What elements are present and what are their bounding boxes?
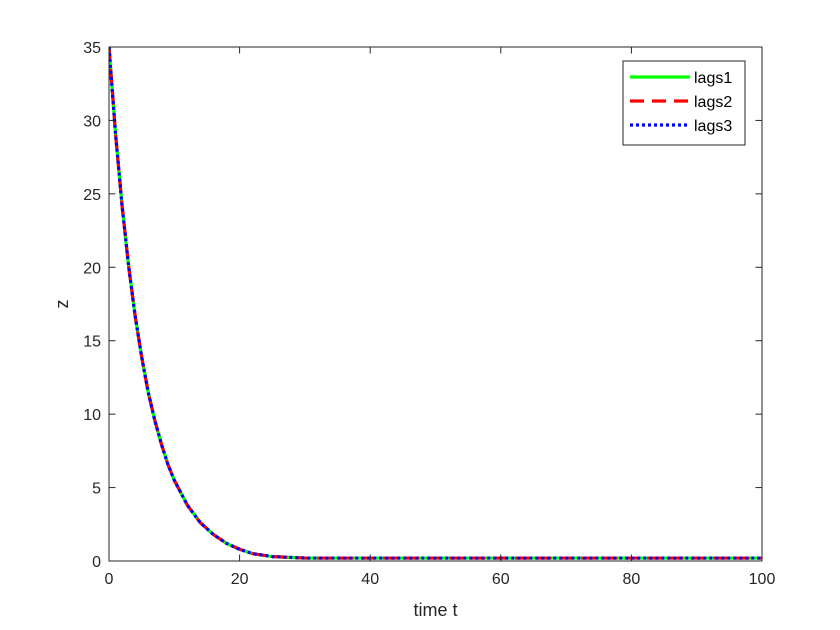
y-tick-label: 0 [92,554,101,571]
x-axis-label: time t [413,600,457,620]
ticks-layer: 0 20 40 60 80 100 0 5 10 15 20 25 30 35 [83,40,775,588]
series-line-lags3 [109,47,762,560]
x-tick-label: 80 [623,571,641,588]
legend-label-lags2: lags2 [694,94,732,111]
y-tick-label: 25 [83,187,101,204]
y-axis-label: z [52,300,72,309]
series-layer [109,47,762,560]
y-tick-label: 10 [83,407,101,424]
y-tick-label: 35 [83,40,101,57]
legend-box [622,60,746,146]
legend-label-lags3: lags3 [694,118,732,135]
legend-label-lags1: lags1 [694,70,732,87]
legend: lags1 lags2 lags3 [622,60,746,146]
plot-area-frame [108,46,763,562]
y-tick-label: 15 [83,334,101,351]
x-tick-label: 40 [361,571,379,588]
y-tick-label: 20 [83,260,101,277]
x-tick-label: 20 [231,571,249,588]
y-tick-label: 30 [83,113,101,130]
y-tick-label: 5 [92,481,101,498]
x-tick-label: 60 [492,571,510,588]
x-tick-label: 0 [105,571,114,588]
x-tick-label: 100 [749,571,776,588]
